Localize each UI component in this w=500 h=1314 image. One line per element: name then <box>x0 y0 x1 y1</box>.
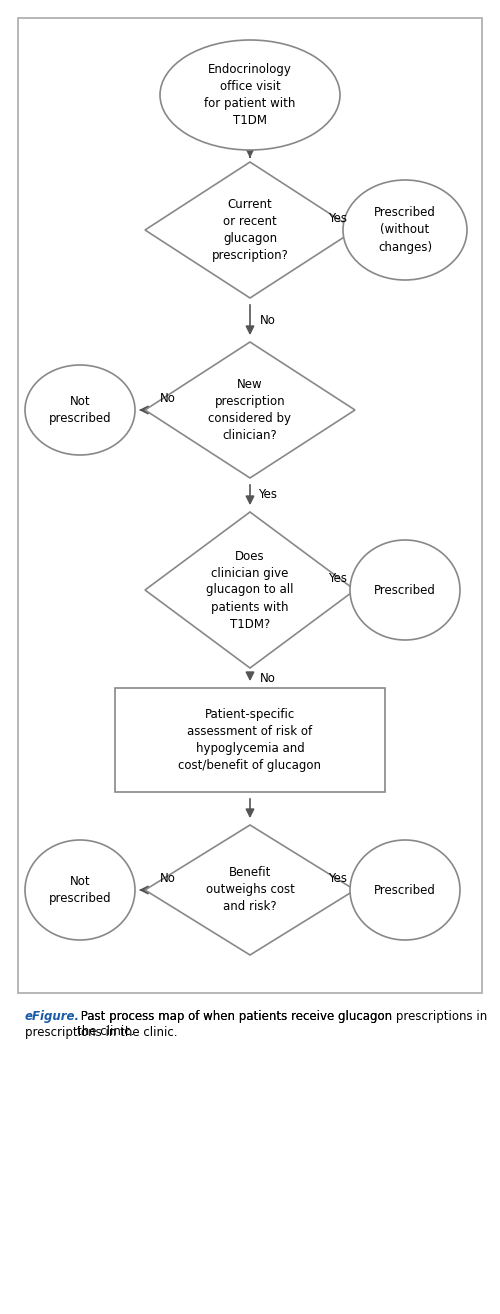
Text: New
prescription
considered by
clinician?: New prescription considered by clinician… <box>208 378 292 442</box>
Ellipse shape <box>25 840 135 940</box>
Text: Yes: Yes <box>328 871 347 884</box>
Polygon shape <box>145 162 355 298</box>
Polygon shape <box>145 825 355 955</box>
Text: Benefit
outweighs cost
and risk?: Benefit outweighs cost and risk? <box>206 866 294 913</box>
Ellipse shape <box>343 180 467 280</box>
Text: eFigure.: eFigure. <box>25 1010 80 1024</box>
Ellipse shape <box>25 365 135 455</box>
Text: No: No <box>260 671 276 685</box>
Text: Current
or recent
glucagon
prescription?: Current or recent glucagon prescription? <box>212 198 288 261</box>
Text: Yes: Yes <box>328 212 347 225</box>
Ellipse shape <box>350 540 460 640</box>
Text: No: No <box>160 871 176 884</box>
Text: No: No <box>260 314 276 326</box>
Text: No: No <box>160 392 176 405</box>
Text: Does
clinician give
glucagon to all
patients with
T1DM?: Does clinician give glucagon to all pati… <box>206 549 294 631</box>
Text: Past process map of when patients receive glucagon prescriptions in the clinic.: Past process map of when patients receiv… <box>77 1010 487 1038</box>
Text: Yes: Yes <box>258 489 278 502</box>
Text: Not
prescribed: Not prescribed <box>48 875 112 905</box>
FancyBboxPatch shape <box>18 18 482 993</box>
Text: Endocrinology
office visit
for patient with
T1DM: Endocrinology office visit for patient w… <box>204 63 296 127</box>
Text: Prescribed: Prescribed <box>374 583 436 597</box>
Text: Past process map of when patients receive glucagon: Past process map of when patients receiv… <box>77 1010 392 1024</box>
Text: prescriptions in the clinic.: prescriptions in the clinic. <box>25 1026 178 1039</box>
Polygon shape <box>145 512 355 668</box>
Polygon shape <box>145 342 355 478</box>
Text: Prescribed
(without
changes): Prescribed (without changes) <box>374 206 436 254</box>
Text: Yes: Yes <box>328 572 347 585</box>
Ellipse shape <box>160 39 340 150</box>
FancyBboxPatch shape <box>115 689 385 792</box>
Text: Prescribed: Prescribed <box>374 883 436 896</box>
Text: Patient-specific
assessment of risk of
hypoglycemia and
cost/benefit of glucagon: Patient-specific assessment of risk of h… <box>178 708 322 773</box>
Text: Not
prescribed: Not prescribed <box>48 396 112 424</box>
Ellipse shape <box>350 840 460 940</box>
